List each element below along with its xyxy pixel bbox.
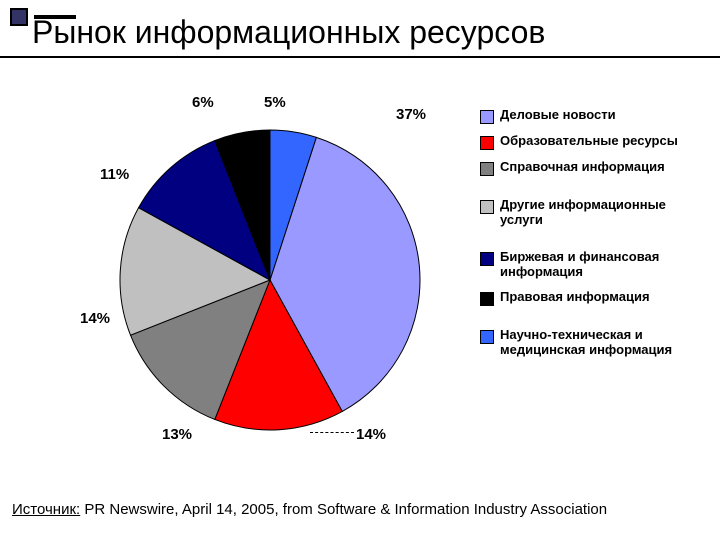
slice-value-label: 6% (192, 94, 214, 111)
slice-value-label: 14% (80, 310, 110, 327)
slide: Рынок информационных ресурсов 37% 14% 13% 1… (0, 0, 720, 540)
legend-swatch (480, 292, 494, 306)
legend-label: Справочная информация (500, 160, 665, 175)
legend-item: Научно-техническая и медицинская информа… (480, 328, 710, 358)
legend-swatch (480, 252, 494, 266)
title-rule (0, 56, 720, 58)
source-text: PR Newswire, April 14, 2005, from Softwa… (84, 501, 607, 518)
legend-item: Деловые новости (480, 108, 710, 124)
legend-item: Справочная информация (480, 160, 710, 176)
slice-value-label: 5% (264, 94, 286, 111)
legend-swatch (480, 200, 494, 214)
legend-item: Другие информационные услуги (480, 198, 710, 228)
legend-label: Биржевая и финансовая информация (500, 250, 710, 280)
leader-line (310, 432, 354, 433)
corner-box-icon (10, 8, 28, 26)
slice-value-label: 37% (396, 106, 426, 123)
legend-item: Биржевая и финансовая информация (480, 250, 710, 280)
slice-value-label: 11% (100, 166, 129, 183)
legend-label: Деловые новости (500, 108, 616, 123)
slice-value-label: 13% (162, 426, 192, 443)
page-title: Рынок информационных ресурсов (32, 14, 545, 51)
legend: Деловые новости Образовательные ресурсы Сп… (480, 108, 710, 368)
slice-value-label: 14% (356, 426, 386, 443)
legend-label: Правовая информация (500, 290, 650, 305)
legend-item: Правовая информация (480, 290, 710, 306)
legend-swatch (480, 136, 494, 150)
legend-swatch (480, 330, 494, 344)
legend-item: Образовательные ресурсы (480, 134, 710, 150)
legend-label: Образовательные ресурсы (500, 134, 678, 149)
legend-swatch (480, 110, 494, 124)
source-label: Источник: (12, 501, 80, 518)
pie-chart: 37% 14% 13% 14% 11% 6% 5% (40, 80, 460, 460)
legend-label: Другие информационные услуги (500, 198, 710, 228)
legend-swatch (480, 162, 494, 176)
legend-label: Научно-техническая и медицинская информа… (500, 328, 710, 358)
source-line: Источник: PR Newswire, April 14, 2005, f… (12, 501, 607, 518)
